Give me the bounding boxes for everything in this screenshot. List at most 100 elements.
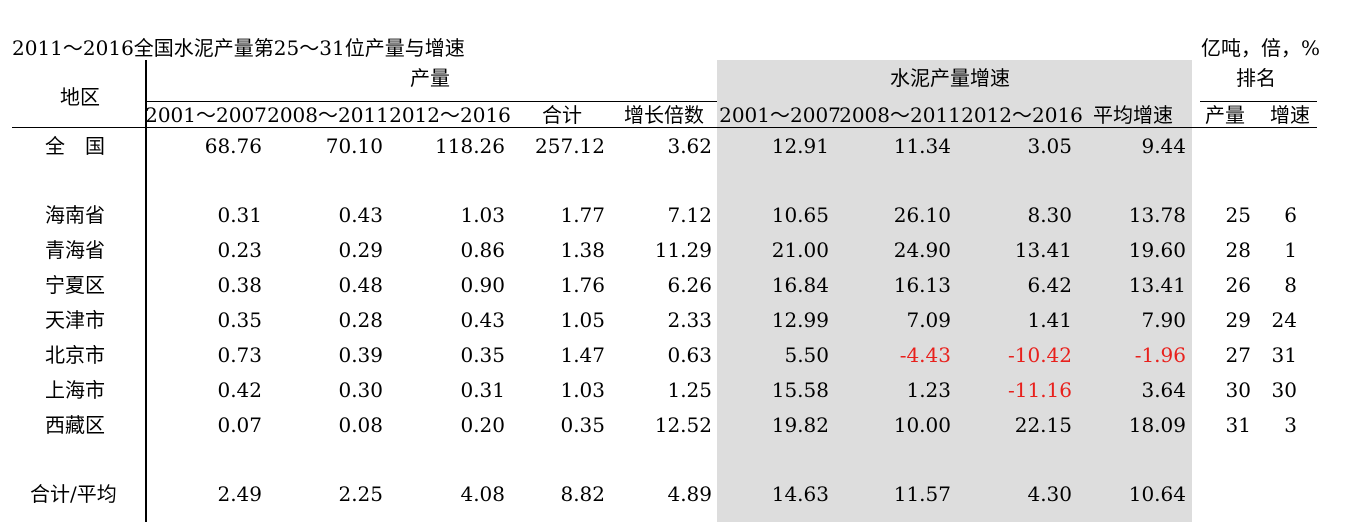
national-row-name: 全 国 — [45, 134, 105, 158]
total-row-value: 14.63 — [771, 482, 829, 506]
table-row-value: 12.99 — [771, 308, 829, 332]
header-production: 产量 — [410, 66, 450, 90]
table-row-value: -1.96 — [1134, 343, 1186, 367]
national-row-value: 257.12 — [535, 134, 605, 158]
table-row-value: 0.35 — [460, 343, 505, 367]
table-row-value: 13.41 — [1128, 273, 1186, 297]
table-row-value: 6.26 — [667, 273, 712, 297]
table-row-value: 8 — [1284, 273, 1297, 297]
table-row-value: 0.28 — [338, 308, 383, 332]
column-header: 平均增速 — [1093, 103, 1173, 127]
column-header: 增速 — [1270, 103, 1310, 127]
column-header: 2001～2007 — [719, 103, 841, 127]
table-row-value: 1.25 — [667, 378, 712, 402]
table-row-value: 1 — [1284, 238, 1297, 262]
table-row-value: 29 — [1225, 308, 1251, 332]
header-growth: 水泥产量增速 — [890, 66, 1010, 90]
table-row-value: 11.29 — [654, 238, 712, 262]
table-row-value: 31 — [1225, 413, 1251, 437]
table-row-value: 10.65 — [771, 203, 829, 227]
table-row-value: 7.12 — [667, 203, 712, 227]
column-header: 2001～2007 — [145, 103, 267, 127]
table-row-value: 7.09 — [906, 308, 951, 332]
national-row-value: 9.44 — [1141, 134, 1186, 158]
column-header: 2008～2011 — [267, 103, 389, 127]
table-row-value: 26 — [1225, 273, 1251, 297]
table-row-value: 0.39 — [338, 343, 383, 367]
table-row-value: 0.35 — [560, 413, 605, 437]
national-row-value: 3.05 — [1027, 134, 1072, 158]
table-row-value: 0.86 — [460, 238, 505, 262]
table-row-value: 0.43 — [460, 308, 505, 332]
total-row-value: 2.25 — [338, 482, 383, 506]
table-row-name: 宁夏区 — [45, 273, 105, 297]
national-row-value: 70.10 — [325, 134, 383, 158]
national-row-value: 118.26 — [435, 134, 505, 158]
growth-shaded-area — [717, 60, 1192, 522]
table-row-name: 天津市 — [45, 308, 105, 332]
table-title: 2011～2016全国水泥产量第25～31位产量与增速 — [12, 36, 465, 60]
table-row-value: 13.78 — [1128, 203, 1186, 227]
table-row-value: 1.41 — [1027, 308, 1072, 332]
table-row-value: 18.09 — [1128, 413, 1186, 437]
total-row-value: 4.08 — [460, 482, 505, 506]
table-row-value: 26.10 — [893, 203, 951, 227]
table-row-value: 13.41 — [1014, 238, 1072, 262]
header-region: 地区 — [60, 85, 100, 109]
table-row-value: 16.13 — [893, 273, 951, 297]
column-header: 2012～2016 — [961, 103, 1083, 127]
table-row-value: 0.30 — [338, 378, 383, 402]
table-row-value: 0.07 — [217, 413, 262, 437]
table-row-name: 北京市 — [45, 343, 105, 367]
table-row-value: 0.73 — [217, 343, 262, 367]
total-row-value: 11.57 — [893, 482, 951, 506]
table-row-value: 25 — [1225, 203, 1251, 227]
header-bottom-rule — [12, 127, 1317, 128]
national-row-value: 11.34 — [893, 134, 951, 158]
table-row-name: 海南省 — [45, 203, 105, 227]
table-row-value: 19.82 — [771, 413, 829, 437]
table-row-value: -11.16 — [1007, 378, 1072, 402]
table-row-value: 8.30 — [1027, 203, 1072, 227]
table-row-value: 19.60 — [1128, 238, 1186, 262]
table-row-value: 0.63 — [667, 343, 712, 367]
table-row-name: 上海市 — [45, 378, 105, 402]
table-row-value: 0.29 — [338, 238, 383, 262]
table-row-value: 28 — [1225, 238, 1251, 262]
table-row-value: -10.42 — [1007, 343, 1072, 367]
table-row-value: 3.64 — [1141, 378, 1186, 402]
total-row-value: 2.49 — [217, 482, 262, 506]
column-header: 合计 — [542, 103, 582, 127]
column-header: 增长倍数 — [624, 103, 704, 127]
total-row-value: 8.82 — [560, 482, 605, 506]
table-row-value: 7.90 — [1141, 308, 1186, 332]
table-row-value: -4.43 — [899, 343, 951, 367]
table-row-value: 0.48 — [338, 273, 383, 297]
table-row-value: 0.08 — [338, 413, 383, 437]
national-row-value: 12.91 — [771, 134, 829, 158]
table-row-value: 0.90 — [460, 273, 505, 297]
table-row-value: 1.03 — [560, 378, 605, 402]
table-row-value: 0.23 — [217, 238, 262, 262]
table-row-value: 0.42 — [217, 378, 262, 402]
table-row-value: 1.47 — [560, 343, 605, 367]
table-row-value: 1.77 — [560, 203, 605, 227]
table-row-value: 21.00 — [771, 238, 829, 262]
table-row-value: 10.00 — [893, 413, 951, 437]
total-row-value: 4.30 — [1027, 482, 1072, 506]
table-row-value: 1.76 — [560, 273, 605, 297]
table-row-value: 27 — [1225, 343, 1251, 367]
total-row-name: 合计/平均 — [30, 482, 117, 506]
table-row-value: 24 — [1271, 308, 1297, 332]
table-row-value: 15.58 — [771, 378, 829, 402]
table-row-name: 西藏区 — [45, 413, 105, 437]
table-row-value: 1.05 — [560, 308, 605, 332]
total-row-value: 4.89 — [667, 482, 712, 506]
header-underline-production — [147, 101, 717, 102]
table-row-value: 24.90 — [893, 238, 951, 262]
unit-label: 亿吨，倍，% — [1200, 36, 1320, 60]
column-header: 产量 — [1205, 103, 1245, 127]
table-row-value: 0.38 — [217, 273, 262, 297]
table-row-value: 30 — [1271, 378, 1297, 402]
table-row-value: 16.84 — [771, 273, 829, 297]
